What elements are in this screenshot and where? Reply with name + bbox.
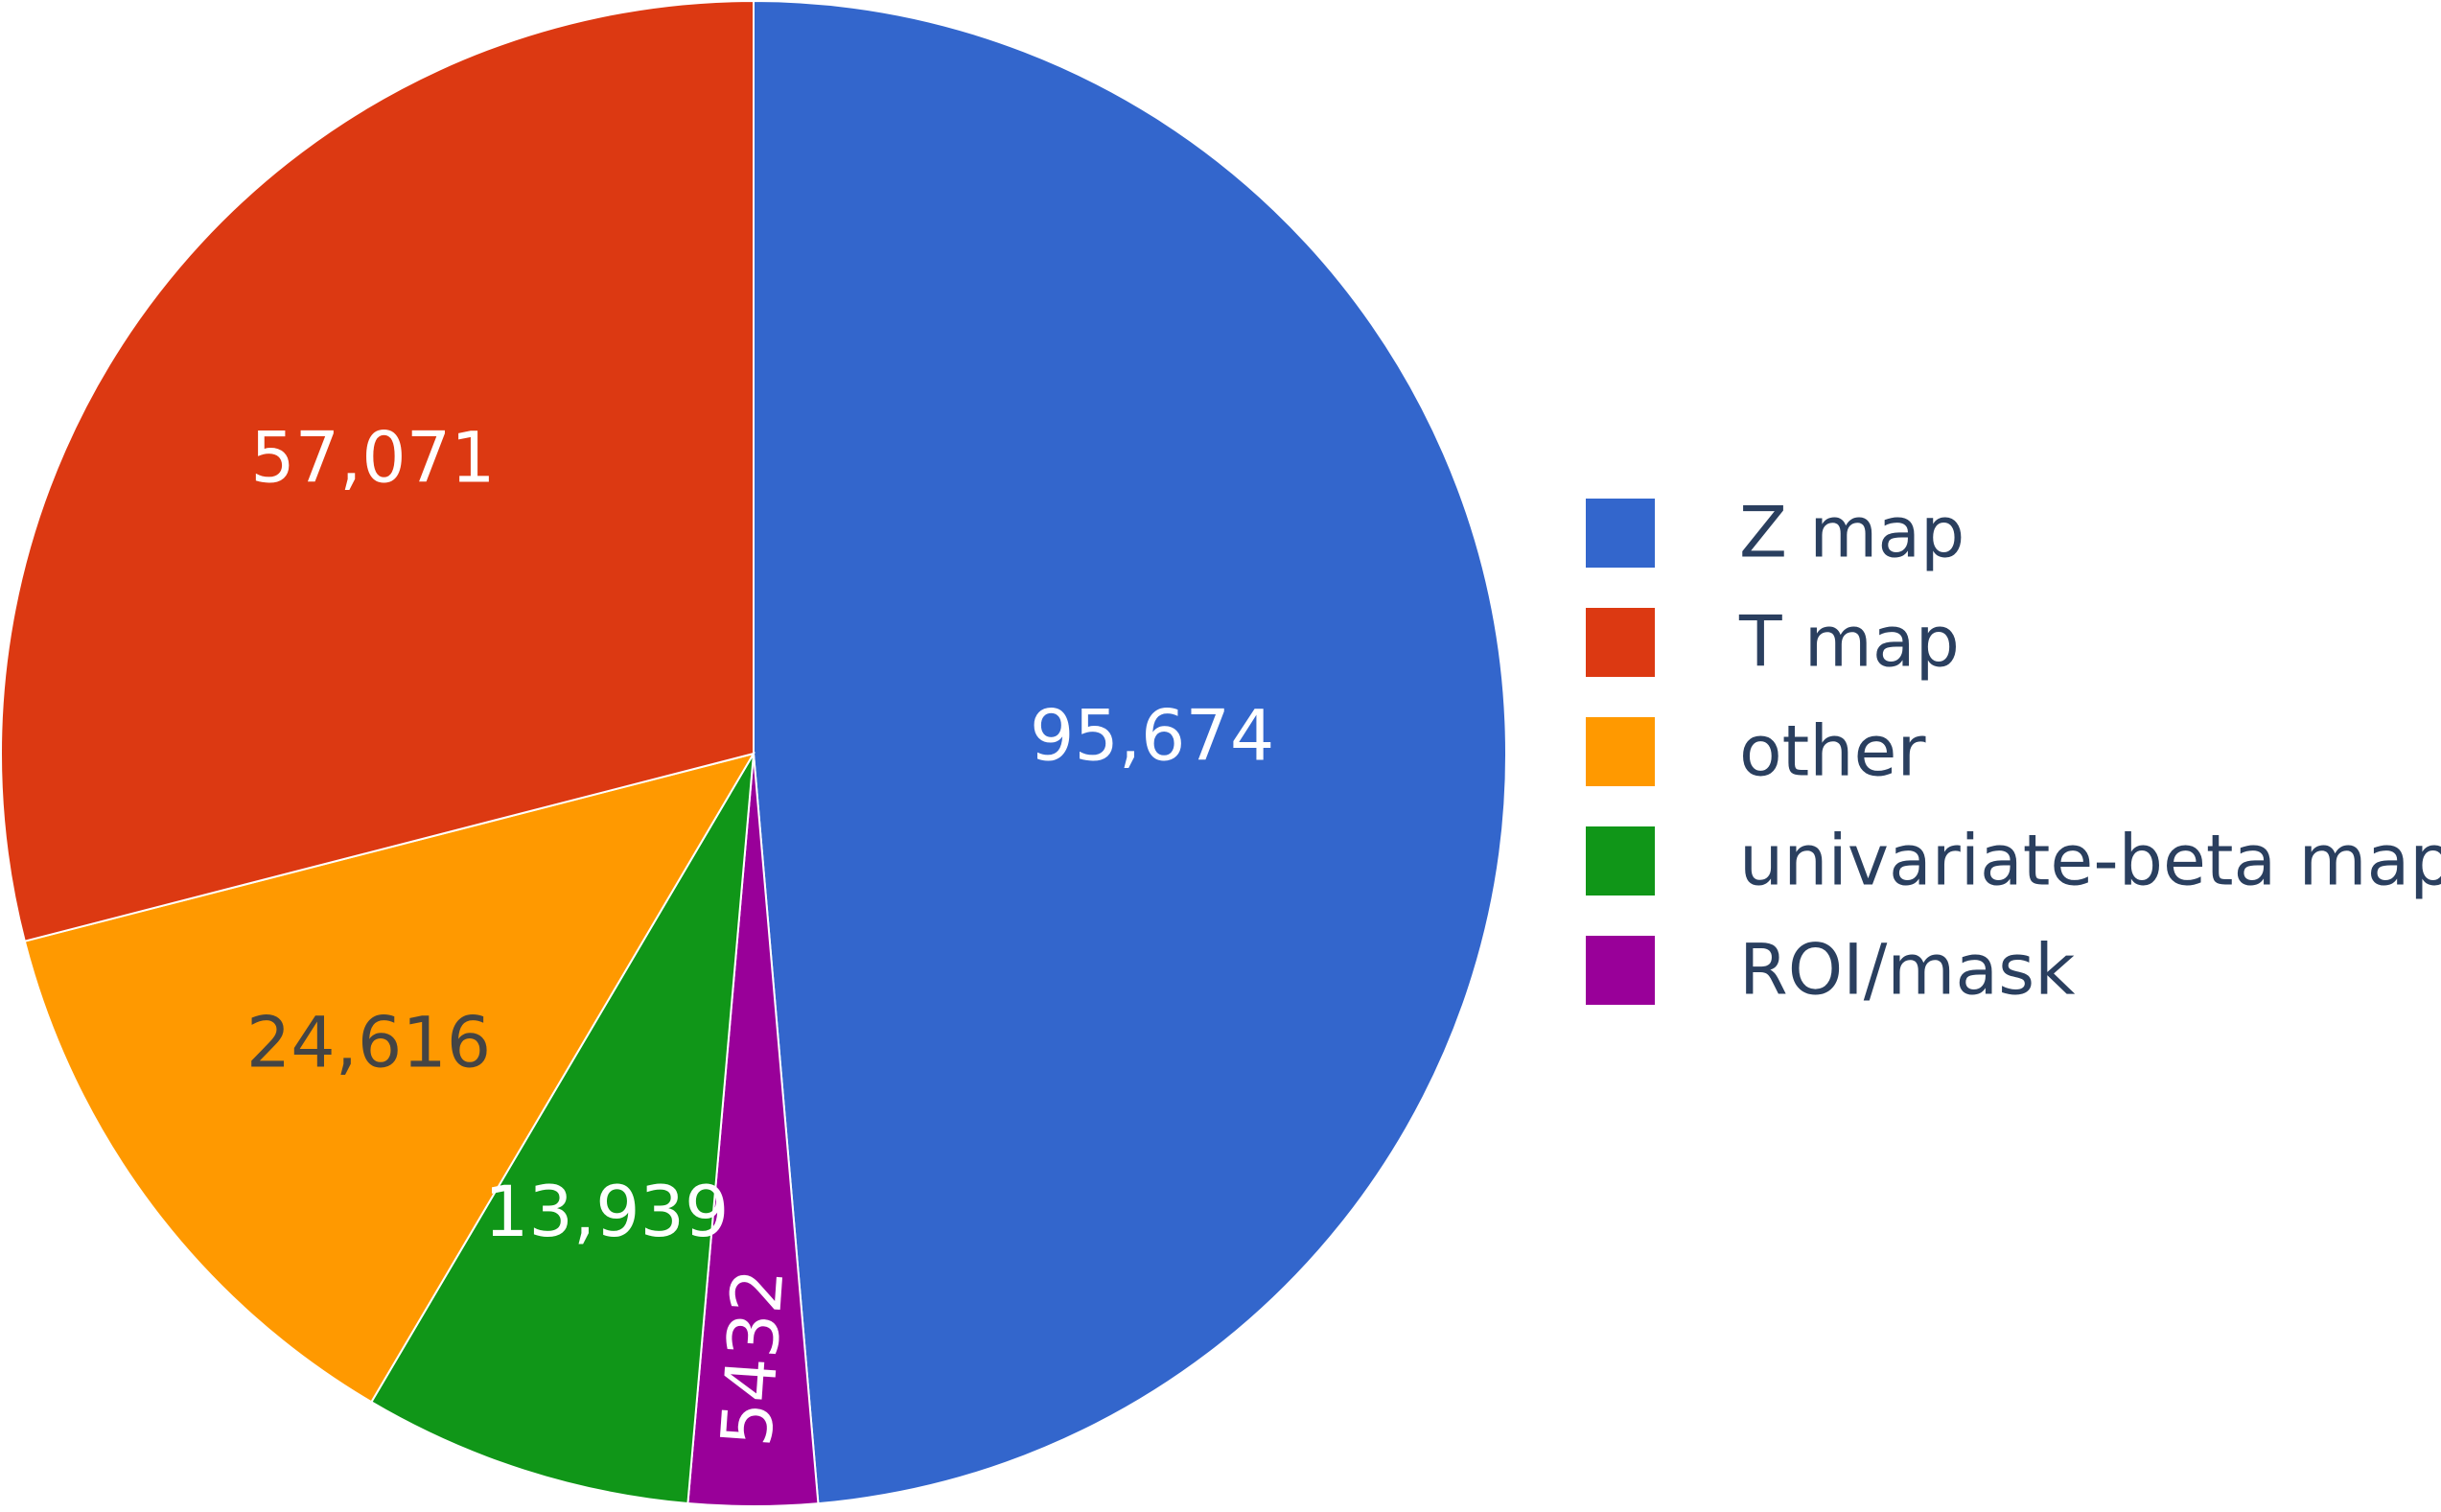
pie-slice-other[interactable] xyxy=(23,752,756,1404)
slice-label-t-map: 57,071 xyxy=(250,418,495,500)
legend-swatch-roi-mask xyxy=(1586,936,1655,1005)
slice-label-univariate-beta-map: 13,939 xyxy=(484,1172,729,1253)
pie-slice-labels: 95,674 5432 13,939 24,616 57,071 xyxy=(246,418,1275,1450)
legend-label-roi-mask: ROI/mask xyxy=(1739,930,2076,1012)
pie-slice-t-map[interactable] xyxy=(0,0,755,942)
slice-label-roi-mask: 5432 xyxy=(707,1266,801,1449)
legend-item-roi-mask[interactable]: ROI/mask xyxy=(1586,930,2076,1012)
legend-swatch-z-map xyxy=(1586,499,1655,568)
pie-slices xyxy=(0,0,1507,1508)
legend-item-z-map[interactable]: Z map xyxy=(1586,493,1964,574)
legend-swatch-univariate-beta-map xyxy=(1586,826,1655,896)
legend[interactable]: Z map T map other univariate-beta map ROI/ma… xyxy=(1586,493,2441,1012)
pie-slice-univariate-beta-map[interactable] xyxy=(369,753,755,1505)
slice-label-z-map: 95,674 xyxy=(1030,696,1274,778)
legend-item-other[interactable]: other xyxy=(1586,711,1926,793)
legend-label-univariate-beta-map: univariate-beta map xyxy=(1739,821,2441,902)
legend-swatch-other xyxy=(1586,717,1655,786)
legend-swatch-t-map xyxy=(1586,608,1655,677)
legend-label-other: other xyxy=(1739,711,1926,793)
pie-slice-z-map[interactable] xyxy=(753,0,1507,1505)
legend-item-t-map[interactable]: T map xyxy=(1586,602,1960,684)
legend-label-t-map: T map xyxy=(1738,602,1960,684)
legend-label-z-map: Z map xyxy=(1739,493,1964,574)
legend-item-univariate-beta-map[interactable]: univariate-beta map xyxy=(1586,821,2441,902)
slice-label-other: 24,616 xyxy=(246,1003,491,1084)
